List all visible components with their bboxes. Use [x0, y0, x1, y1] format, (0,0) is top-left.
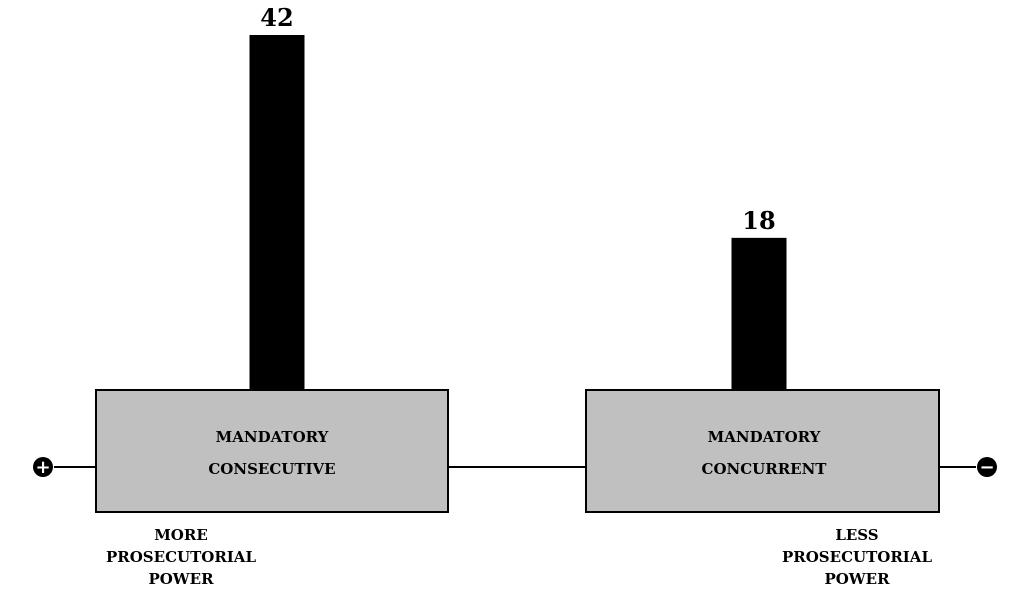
category-label-line1: MANDATORY: [216, 428, 329, 446]
less-power-label-line3: POWER: [824, 570, 890, 588]
more-power-label-line3: POWER: [148, 570, 214, 588]
category-box-consecutive: [95, 389, 449, 513]
more-power-label-line1: MORE: [154, 526, 208, 544]
plus-sign: +: [35, 457, 50, 478]
less-power-label-line1: LESS: [835, 526, 878, 544]
bar-value-label-consecutive: 42: [260, 3, 293, 32]
less-power-label-line2: PROSECUTORIAL: [782, 548, 932, 566]
category-box-concurrent: [585, 389, 940, 513]
category-label-line2: CONCURRENT: [702, 460, 828, 478]
category-label-line2: CONSECUTIVE: [208, 460, 335, 478]
minus-sign: −: [979, 457, 994, 478]
bar-value-label-concurrent: 18: [742, 206, 775, 235]
more-power-label-line2: PROSECUTORIAL: [106, 548, 256, 566]
category-label-line1: MANDATORY: [708, 428, 821, 446]
bar-mandatory-consecutive: [249, 35, 305, 390]
bar-mandatory-concurrent: [731, 237, 787, 390]
plus-icon: +: [33, 457, 53, 478]
minus-icon: −: [977, 457, 997, 478]
